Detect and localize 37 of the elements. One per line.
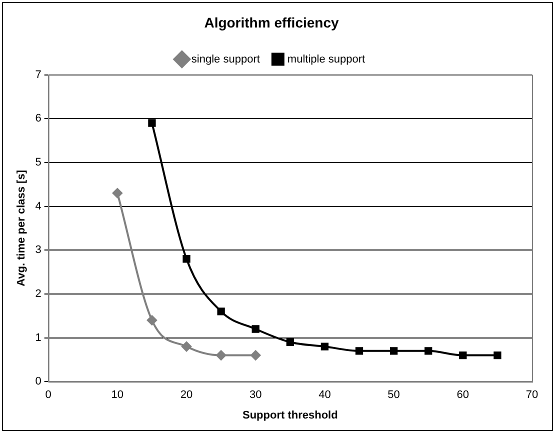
y-tick-label: 2 [35,288,42,300]
x-tick-label: 20 [180,389,193,402]
point [112,188,122,198]
x-tick-label: 60 [456,389,470,402]
chart-title: Algorithm efficiency [204,14,339,30]
y-tick-label: 4 [35,200,42,212]
y-tick-label: 1 [35,332,42,344]
point [320,342,329,350]
point [424,347,432,355]
point [252,325,260,333]
point [494,351,502,360]
point [286,338,294,346]
x-axis-title: Support threshold [242,409,338,422]
y-axis-title: Avg. time per class [s] [16,170,28,286]
y-tick-label: 3 [35,244,42,256]
point [182,342,192,352]
y-tick-label: 6 [35,112,42,125]
point [459,351,467,360]
legend-label: multiple support [287,53,366,66]
x-tick-label: 50 [388,389,400,402]
point [390,347,398,355]
point [182,255,190,263]
x-tick-label: 70 [526,389,538,402]
x-tick-label: 30 [249,389,262,402]
y-tick-label: 0 [35,376,42,388]
y-tick-label: 5 [35,156,42,168]
point [250,350,261,360]
point [148,119,156,127]
point [216,350,226,360]
legend-label: single support [191,53,260,66]
x-tick-label: 0 [45,389,52,402]
point [355,347,364,355]
point [146,315,157,326]
x-tick-label: 10 [111,389,124,402]
x-tick-label: 40 [318,389,331,402]
y-tick-label: 7 [35,68,42,81]
point [217,308,225,316]
